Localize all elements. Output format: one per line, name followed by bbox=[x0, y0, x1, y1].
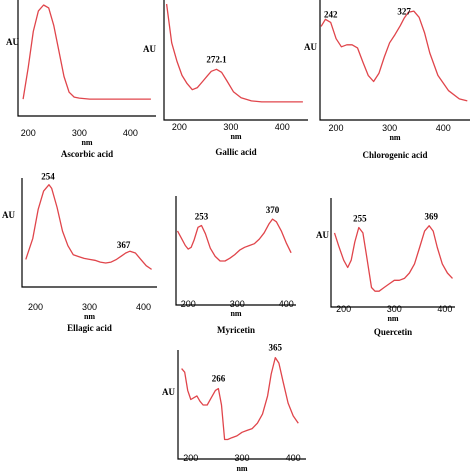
panel-7-tick-400: 400 bbox=[286, 453, 301, 463]
panel-2-xlabel: nm bbox=[230, 132, 241, 141]
panel-3-tick-300: 300 bbox=[382, 123, 397, 133]
panel-5-tick-400: 400 bbox=[279, 299, 294, 309]
panel-5-spectrum-line bbox=[176, 218, 292, 262]
panel-3-peak-label-327: 327 bbox=[397, 6, 411, 16]
panel-6-axes bbox=[330, 198, 455, 308]
panel-4-tick-300: 300 bbox=[82, 302, 97, 312]
panel-5-axes bbox=[175, 196, 296, 306]
panel-6-ylabel: AU bbox=[316, 230, 329, 240]
panel-3-axes bbox=[319, 0, 470, 121]
panel-7-peak-label-266: 266 bbox=[212, 374, 226, 384]
panel-1-tick-300: 300 bbox=[72, 128, 87, 138]
panel-4-peak-label-367: 367 bbox=[117, 240, 131, 250]
panel-5-title: Myricetin bbox=[217, 325, 255, 335]
panel-2-tick-300: 300 bbox=[223, 122, 238, 132]
panel-4-tick-400: 400 bbox=[136, 302, 151, 312]
panel-5-peak-label-370: 370 bbox=[266, 205, 280, 215]
panel-3-tick-400: 400 bbox=[436, 123, 451, 133]
panel-1-tick-200: 200 bbox=[21, 128, 36, 138]
panel-2-title: Gallic acid bbox=[215, 147, 256, 157]
panel-7-ylabel: AU bbox=[162, 387, 175, 397]
panel-6-spectrum-line bbox=[333, 225, 453, 292]
panel-3-tick-200: 200 bbox=[329, 123, 344, 133]
panel-3-ylabel: AU bbox=[304, 42, 317, 52]
panel-5-tick-200: 200 bbox=[181, 299, 196, 309]
panel-4-axes bbox=[21, 178, 157, 288]
panel-6-peak-label-369: 369 bbox=[424, 212, 438, 222]
panel-4-title: Ellagic acid bbox=[67, 323, 112, 333]
panel-6-tick-200: 200 bbox=[336, 304, 351, 314]
panel-6-tick-400: 400 bbox=[437, 304, 452, 314]
panel-2-axes bbox=[163, 0, 308, 121]
panel-7-axes bbox=[177, 350, 306, 460]
panel-1-title: Ascorbic acid bbox=[61, 149, 113, 159]
panel-7-spectrum-line bbox=[181, 356, 299, 441]
panel-2-tick-400: 400 bbox=[275, 122, 290, 132]
panel-4-ylabel: AU bbox=[2, 210, 15, 220]
panel-2-spectrum-line bbox=[165, 3, 303, 103]
panel-7-tick-300: 300 bbox=[234, 453, 249, 463]
panel-6-xlabel: nm bbox=[387, 314, 398, 323]
panel-2-tick-200: 200 bbox=[172, 122, 187, 132]
panel-1-ylabel: AU bbox=[6, 37, 19, 47]
panel-3-xlabel: nm bbox=[389, 133, 400, 142]
panel-3-title: Chlorogenic acid bbox=[362, 150, 427, 160]
panel-1-spectrum-line bbox=[22, 4, 151, 100]
panel-5-tick-300: 300 bbox=[230, 299, 245, 309]
panel-6-tick-300: 300 bbox=[387, 304, 402, 314]
panel-7-tick-200: 200 bbox=[183, 453, 198, 463]
panel-6-peak-label-255: 255 bbox=[353, 213, 367, 223]
panel-4-tick-200: 200 bbox=[28, 302, 43, 312]
panel-4-peak-label-254: 254 bbox=[41, 172, 55, 182]
panel-7-xlabel: nm bbox=[236, 464, 247, 473]
panel-4-spectrum-line bbox=[25, 184, 152, 270]
panel-2-ylabel: AU bbox=[143, 44, 156, 54]
panel-1-xlabel: nm bbox=[81, 138, 92, 147]
panel-5-xlabel: nm bbox=[230, 309, 241, 318]
panel-1-axes bbox=[17, 0, 156, 117]
panel-4-xlabel: nm bbox=[84, 312, 95, 321]
panel-1-tick-400: 400 bbox=[123, 128, 138, 138]
panel-7-peak-label-365: 365 bbox=[269, 343, 283, 353]
panel-5-peak-label-253: 253 bbox=[195, 211, 209, 221]
panel-6-title: Quercetin bbox=[374, 327, 412, 337]
panel-3-spectrum-line bbox=[320, 10, 468, 102]
panel-3-peak-label-242: 242 bbox=[324, 9, 338, 19]
panel-2-peak-label-272.1: 272.1 bbox=[206, 54, 227, 64]
